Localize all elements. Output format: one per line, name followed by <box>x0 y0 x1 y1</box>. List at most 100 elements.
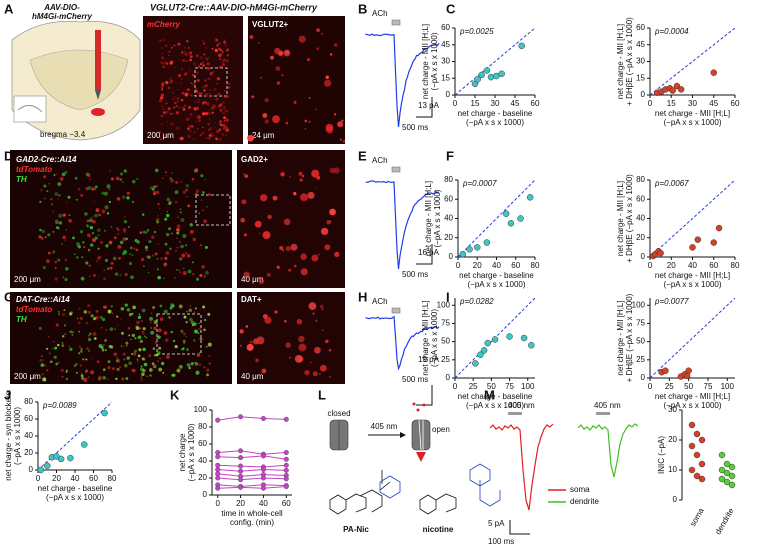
cell <box>115 377 118 381</box>
cell <box>227 82 231 85</box>
cell <box>187 46 190 49</box>
cell <box>172 339 176 343</box>
series-line <box>217 477 287 481</box>
cell <box>186 363 191 368</box>
cell <box>276 265 280 269</box>
cell <box>139 327 142 330</box>
cell <box>87 185 92 190</box>
y-tick-label: 20 <box>24 448 33 457</box>
cell <box>91 187 95 191</box>
cell <box>163 277 165 280</box>
light-label: 405 nm <box>371 422 398 431</box>
cell <box>298 335 305 343</box>
y-axis-label: net charge <box>178 433 187 471</box>
y-axis-label: net charge - MII [H;L] <box>616 300 625 375</box>
cell <box>174 277 176 279</box>
cell <box>136 358 139 361</box>
cell <box>132 352 137 356</box>
unity-line <box>457 179 536 258</box>
cell <box>68 345 71 348</box>
cell <box>122 352 126 356</box>
x-axis-label: net charge - MII [H;L] <box>655 109 730 118</box>
scale-bar <box>509 520 530 535</box>
x-tick-label: 80 <box>108 474 117 483</box>
point <box>693 430 701 438</box>
cell <box>283 49 291 57</box>
cell <box>101 317 106 322</box>
cell <box>276 81 280 85</box>
cell <box>192 272 195 276</box>
cell <box>136 178 139 180</box>
cell <box>89 275 91 278</box>
cell <box>117 228 120 231</box>
x-tick-label: 60 <box>731 99 740 108</box>
cell <box>171 172 173 174</box>
cell <box>201 126 204 129</box>
cell <box>205 345 208 348</box>
uncaging-diagram <box>329 402 501 515</box>
cell <box>119 178 123 181</box>
point <box>283 476 289 482</box>
cell <box>126 196 130 200</box>
cell <box>128 312 133 317</box>
cell <box>208 109 211 111</box>
cell <box>132 305 137 310</box>
cell <box>176 100 180 103</box>
y-tick-label: 20 <box>636 233 645 242</box>
cell <box>164 242 168 246</box>
cell <box>48 352 51 355</box>
y-tick-label: 100 <box>194 405 208 414</box>
cell <box>289 356 292 359</box>
micrograph <box>10 292 232 384</box>
cell <box>52 250 56 254</box>
cell <box>225 48 230 52</box>
y-tick-label: 60 <box>636 194 645 203</box>
cell <box>223 116 227 120</box>
cell <box>189 55 193 59</box>
cell <box>104 338 108 342</box>
point <box>688 466 696 474</box>
panel-label: M <box>484 387 495 402</box>
cell <box>168 54 170 57</box>
y-tick-label: 75 <box>636 319 645 328</box>
cell <box>194 87 198 91</box>
cell <box>218 122 222 126</box>
cell <box>208 56 210 59</box>
cell <box>62 235 66 240</box>
cell <box>149 188 151 190</box>
cell <box>187 88 190 91</box>
cell <box>79 364 83 367</box>
cell <box>222 63 225 66</box>
cell <box>74 362 78 366</box>
x-tick-label: 50 <box>684 382 693 391</box>
cell <box>207 77 211 81</box>
cell <box>200 174 204 178</box>
cell <box>190 82 192 84</box>
cell <box>176 268 179 271</box>
cell <box>118 366 122 369</box>
cell <box>199 134 202 137</box>
cell <box>62 313 66 317</box>
cell <box>91 231 95 235</box>
light-label: 405 nm <box>508 401 535 410</box>
cell <box>194 81 197 83</box>
y-tick-label: 75 <box>441 319 450 328</box>
cell <box>329 167 336 174</box>
cell <box>182 271 187 275</box>
light-label: 405 nm <box>594 401 621 410</box>
cell <box>174 190 179 195</box>
cell <box>142 331 145 335</box>
point <box>474 244 481 251</box>
cell <box>152 347 156 350</box>
cell <box>201 61 205 64</box>
cell <box>67 195 71 199</box>
cell <box>310 361 312 364</box>
point <box>484 339 491 347</box>
cell <box>89 226 93 230</box>
cell <box>209 72 213 76</box>
cell <box>141 357 145 361</box>
cell <box>121 377 125 381</box>
panel-label: I <box>446 289 450 304</box>
point <box>238 414 244 420</box>
